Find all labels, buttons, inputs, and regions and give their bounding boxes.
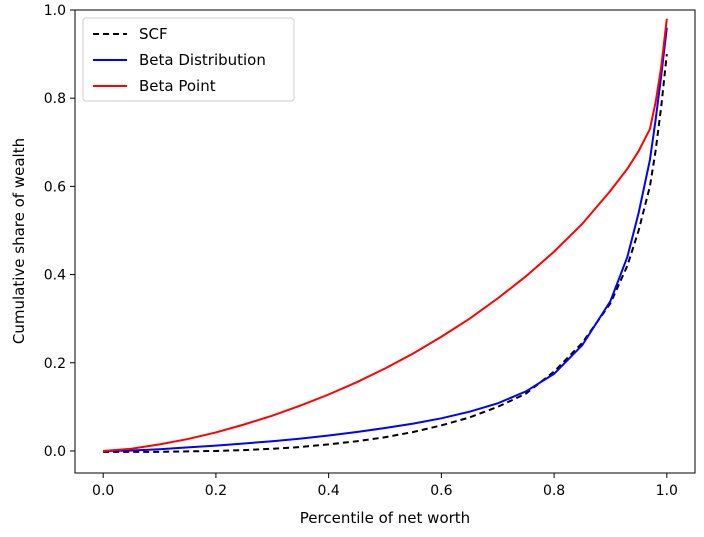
y-tick-label: 0.6 xyxy=(44,179,66,195)
y-tick-label: 0.2 xyxy=(44,356,66,372)
x-tick-label: 0.2 xyxy=(205,483,227,499)
x-tick-label: 1.0 xyxy=(656,483,678,499)
legend-label-scf: SCF xyxy=(139,25,168,43)
x-axis-label: Percentile of net worth xyxy=(300,509,470,527)
series-line-beta-point xyxy=(103,18,668,452)
y-tick-label: 1.0 xyxy=(44,3,66,19)
x-tick-label: 0.0 xyxy=(92,483,114,499)
y-tick-label: 0.8 xyxy=(44,91,66,107)
plot-lines xyxy=(103,18,668,453)
series-line-beta-distribution xyxy=(103,27,668,452)
plot-frame xyxy=(74,9,696,474)
x-tick-label: 0.6 xyxy=(430,483,452,499)
y-axis-label: Cumulative share of wealth xyxy=(10,138,28,344)
legend-label-beta-distribution: Beta Distribution xyxy=(139,51,266,69)
x-tick-label: 0.4 xyxy=(318,483,340,499)
y-tick-label: 0.0 xyxy=(44,444,66,460)
legend-box xyxy=(82,17,295,102)
legend: SCF Beta Distribution Beta Point xyxy=(82,17,295,102)
legend-label-beta-point: Beta Point xyxy=(139,77,216,95)
y-tick-label: 0.4 xyxy=(44,268,66,284)
axis-ticks: 0.0 0.2 0.4 0.6 0.8 1.0 0.0 0.2 0.4 0.6 0.8 1.0 xyxy=(44,3,678,499)
x-tick-label: 0.8 xyxy=(543,483,565,499)
series-line-scf xyxy=(103,53,668,453)
